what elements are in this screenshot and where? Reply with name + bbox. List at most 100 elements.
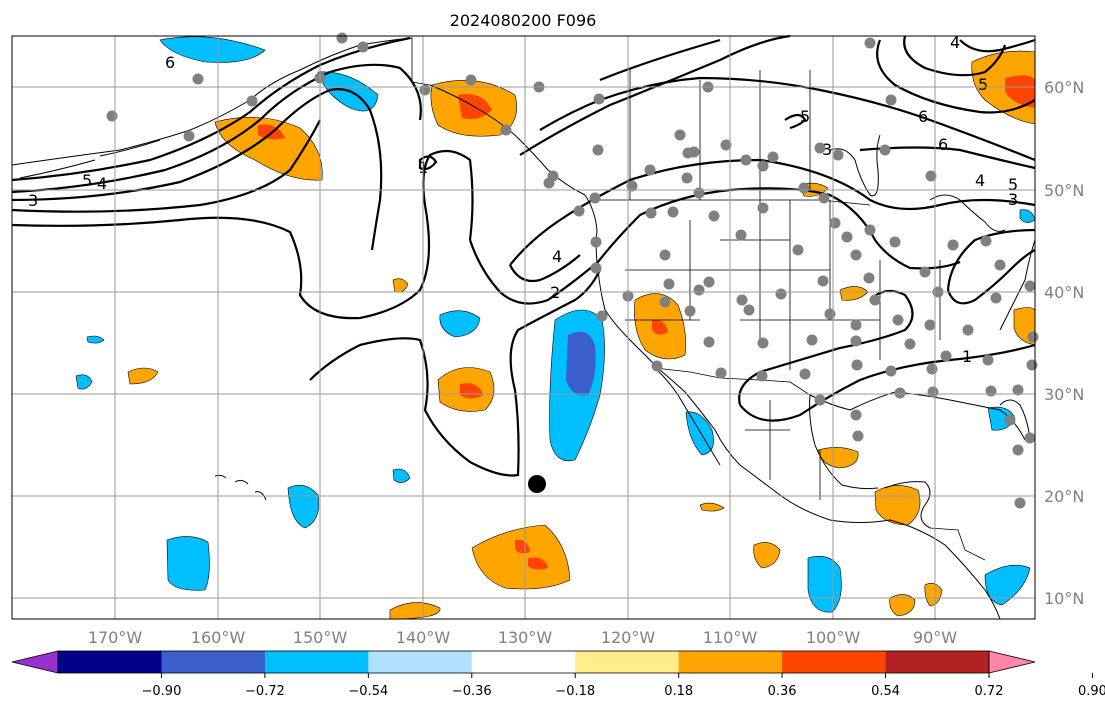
colorbar-extend-high (988, 650, 1036, 674)
station-dot (593, 93, 605, 105)
station-dot (892, 314, 904, 326)
station-dot (885, 94, 897, 106)
colorbar-extend-low (11, 650, 59, 674)
station-dot (1026, 359, 1038, 371)
station-dot (894, 387, 906, 399)
latitude-label: 20°N (1044, 487, 1084, 506)
station-dot (994, 259, 1006, 271)
station-dot (1027, 331, 1039, 343)
anomaly-negative-region (75, 374, 93, 390)
station-dot (681, 172, 693, 184)
colorbar-cell (161, 651, 266, 673)
contour-line (903, 35, 1007, 77)
station-dot (720, 139, 732, 151)
station-dot (814, 394, 826, 406)
colorbar-frame (57, 650, 990, 674)
longitude-label: 90°W (913, 628, 957, 647)
map-panel: 6 5 4 3 1 4 2 6 6 4 5 3 1 5 4 5 3 (11, 32, 1039, 620)
border-central-america (929, 527, 986, 561)
station-dot (824, 308, 836, 320)
station-dot (590, 236, 602, 248)
station-dot (688, 146, 700, 158)
station-dot (756, 370, 768, 382)
anomaly-positive-region (1005, 75, 1035, 108)
contour-line (11, 36, 411, 182)
station-dot (863, 272, 875, 284)
station-dot (850, 319, 862, 331)
coastline-gulf-west (809, 394, 879, 490)
station-dot (1012, 444, 1024, 456)
anomaly-negative-region (685, 411, 714, 456)
anomaly-positive-region (471, 524, 571, 590)
station-dot (757, 337, 769, 349)
colorbar-tick-label: 0.18 (664, 684, 693, 699)
station-dot (573, 205, 585, 217)
colorbar-tick-label: 0.36 (768, 684, 797, 699)
station-dot (1004, 414, 1016, 426)
anomaly-positive-region (515, 539, 530, 554)
anomaly-positive-region (652, 319, 668, 335)
contour-label-group: 6 5 4 3 1 4 2 6 6 4 5 3 1 5 4 5 3 (28, 33, 1018, 366)
longitude-label: 100°W (806, 628, 861, 647)
contour-line (11, 119, 321, 213)
station-dot (927, 386, 939, 398)
station-dot (667, 206, 679, 218)
station-dot (829, 217, 841, 229)
anomaly-positive-region (817, 447, 859, 469)
coastline-hawaii (214, 474, 267, 501)
anomaly-negative-region (392, 468, 411, 483)
station-dot (757, 160, 769, 172)
station-dot (246, 95, 258, 107)
station-dot (663, 278, 675, 290)
station-dot (869, 294, 881, 306)
anomaly-negative-region (566, 331, 596, 396)
station-dot (547, 170, 559, 182)
latitude-label: 30°N (1044, 385, 1084, 404)
coastline-florida (999, 399, 1031, 441)
station-dot (947, 239, 959, 251)
border-canada-provinces (629, 70, 811, 200)
colorbar-cell (678, 651, 783, 673)
station-dot (708, 210, 720, 222)
station-dot (792, 244, 804, 256)
coastline-aleutians (19, 139, 161, 179)
station-dot (645, 207, 657, 219)
contour-label: 4 (552, 247, 562, 266)
graticule (12, 36, 1035, 619)
station-dot (183, 130, 195, 142)
station-dot (806, 334, 818, 346)
station-dot (735, 229, 747, 241)
anomaly-negative-region (166, 536, 210, 591)
contour-label: 5 (82, 171, 92, 190)
station-dot (767, 151, 779, 163)
station-dot (590, 262, 602, 274)
colorbar-cell (58, 651, 162, 673)
contour-line (599, 38, 721, 82)
coastline-hudson (829, 134, 881, 197)
contour-line (959, 38, 1036, 53)
station-dot (889, 236, 901, 248)
station-dot (596, 310, 608, 322)
colorbar-cells (11, 650, 1036, 674)
contour-label: 3 (28, 191, 38, 210)
border-us-mexico (654, 367, 811, 396)
colorbar-cell (471, 651, 576, 673)
coastline-east (999, 239, 1036, 331)
contour-label: 5 (800, 107, 810, 126)
station-dot (919, 266, 931, 278)
station-dot (626, 180, 638, 192)
coastline-yucatan (884, 481, 931, 529)
great-lakes (929, 194, 1006, 232)
contour-label: 5 (978, 75, 988, 94)
latitude-label: 60°N (1044, 78, 1084, 97)
colorbar: −0.90 −0.72 −0.54 −0.36 −0.18 0.18 0.36 0.54 0.7… (11, 650, 1105, 699)
station-dot (1024, 432, 1036, 444)
contour-line (509, 254, 581, 283)
station-markers (106, 32, 1039, 509)
latitude-label: 50°N (1044, 181, 1084, 200)
contour-line (859, 146, 1036, 170)
contour-line (519, 34, 791, 156)
colorbar-tick-label: −0.36 (452, 684, 492, 699)
station-dot (962, 324, 974, 336)
